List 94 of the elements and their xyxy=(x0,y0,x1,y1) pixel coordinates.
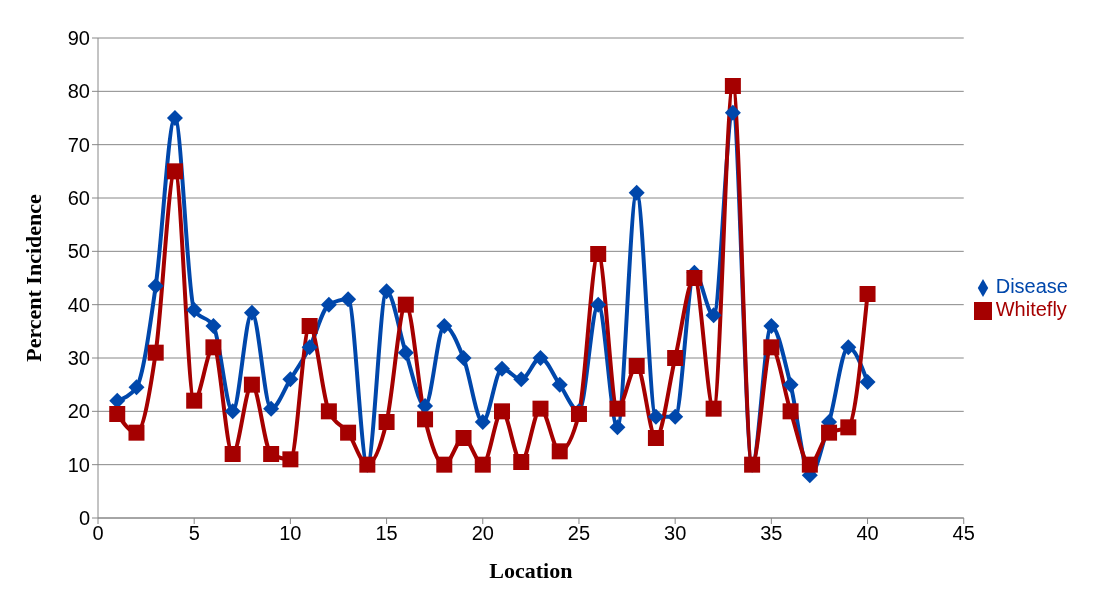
x-tick-label: 20 xyxy=(471,522,494,545)
point xyxy=(147,344,164,361)
point xyxy=(205,318,222,334)
point xyxy=(840,419,857,436)
point xyxy=(801,456,818,473)
point xyxy=(551,443,568,460)
point xyxy=(417,398,434,414)
point xyxy=(724,78,741,94)
point xyxy=(436,456,453,473)
point xyxy=(782,403,799,420)
x-tick-label: 10 xyxy=(279,522,302,545)
legend-label: Whitefly xyxy=(995,298,1067,320)
point xyxy=(340,291,357,308)
point xyxy=(340,424,357,441)
point xyxy=(282,371,299,388)
point xyxy=(667,408,684,425)
x-tick-label: 40 xyxy=(856,522,879,545)
y-tick-label: 20 xyxy=(67,400,90,423)
point xyxy=(397,296,414,313)
point xyxy=(859,286,876,302)
point xyxy=(763,339,780,356)
point xyxy=(859,374,876,390)
point xyxy=(263,400,280,417)
point xyxy=(628,358,645,374)
point xyxy=(397,344,414,361)
point xyxy=(455,430,472,446)
x-tick-label: 45 xyxy=(952,522,975,545)
point xyxy=(128,379,145,396)
y-tick-label: 0 xyxy=(78,507,90,530)
x-tick-label: 0 xyxy=(92,522,104,545)
point xyxy=(590,246,607,262)
point xyxy=(609,400,626,417)
y-tick-label: 60 xyxy=(67,187,90,210)
point xyxy=(166,110,183,126)
point xyxy=(474,414,491,430)
point xyxy=(763,318,780,334)
point xyxy=(186,392,203,409)
point xyxy=(494,403,511,420)
y-tick-label: 30 xyxy=(67,347,90,370)
point xyxy=(436,318,453,334)
point xyxy=(840,339,857,356)
y-axis-title: Percent Incidence xyxy=(20,193,46,362)
point xyxy=(263,446,280,462)
point xyxy=(186,302,203,318)
point xyxy=(301,339,318,356)
point xyxy=(782,376,799,393)
y-tick-label: 10 xyxy=(67,453,90,476)
point xyxy=(282,451,299,468)
point xyxy=(166,163,183,180)
point xyxy=(205,339,222,356)
x-tick-label: 15 xyxy=(375,522,398,545)
point xyxy=(532,400,549,417)
point xyxy=(128,424,145,441)
point xyxy=(551,376,568,393)
point xyxy=(590,296,607,313)
y-tick-label: 90 xyxy=(67,27,90,50)
point xyxy=(224,403,241,420)
point xyxy=(821,424,838,441)
point xyxy=(647,408,664,425)
point xyxy=(686,270,703,286)
point xyxy=(224,446,241,462)
point xyxy=(628,184,645,201)
x-tick-label: 5 xyxy=(188,522,200,545)
point xyxy=(301,318,318,334)
legend-label: Disease xyxy=(995,275,1068,297)
y-tick-label: 50 xyxy=(67,240,90,263)
point xyxy=(647,430,664,446)
point xyxy=(724,104,741,121)
point xyxy=(109,406,126,422)
x-axis-title: Location xyxy=(489,558,573,583)
point xyxy=(705,400,722,417)
x-tick-label: 25 xyxy=(567,522,591,545)
point xyxy=(320,296,337,313)
point xyxy=(513,454,530,470)
x-tick-label: 30 xyxy=(664,522,687,545)
point xyxy=(494,360,511,377)
point xyxy=(474,456,491,473)
point xyxy=(513,371,530,388)
point xyxy=(667,350,684,366)
point xyxy=(455,350,472,366)
y-tick-label: 80 xyxy=(67,80,90,103)
y-tick-label: 40 xyxy=(67,293,90,316)
point xyxy=(378,283,395,300)
point xyxy=(243,304,260,321)
x-tick-label: 35 xyxy=(760,522,783,545)
point xyxy=(609,419,626,436)
point xyxy=(320,403,337,420)
point xyxy=(417,411,434,428)
point xyxy=(532,350,549,366)
point xyxy=(378,414,395,430)
point xyxy=(147,278,164,294)
point xyxy=(705,307,722,324)
y-tick-label: 70 xyxy=(67,133,90,156)
point xyxy=(243,376,260,393)
